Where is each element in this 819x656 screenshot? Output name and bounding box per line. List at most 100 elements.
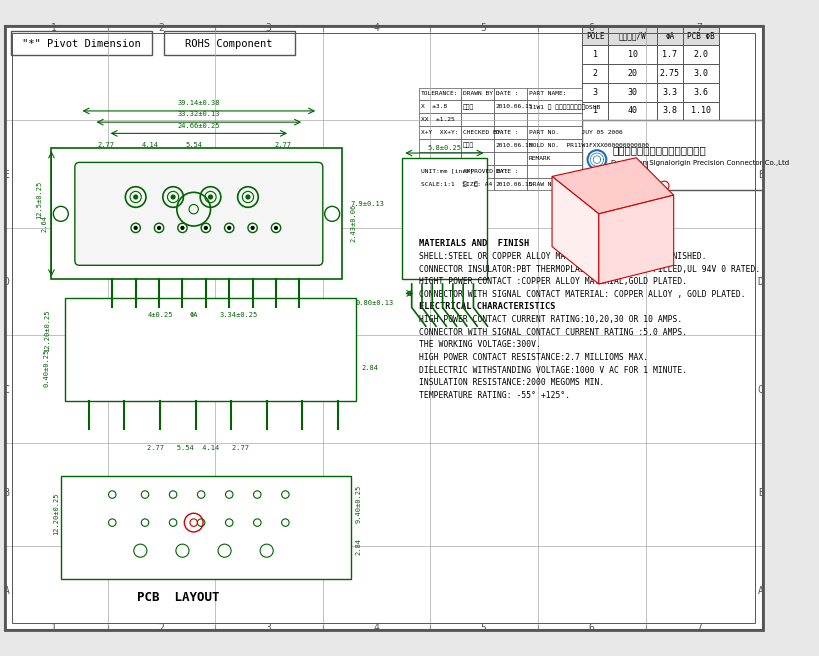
Text: 1: 1: [592, 51, 597, 59]
Text: 2.77: 2.77: [97, 142, 114, 148]
Bar: [61, 476, 351, 579]
Polygon shape: [551, 176, 598, 284]
Bar: [581, 83, 608, 102]
Text: 1: 1: [50, 623, 57, 633]
Text: Dongguan Signalorigin Precision Connector Co.,Ltd: Dongguan Signalorigin Precision Connecto…: [610, 160, 788, 167]
Bar: [656, 102, 682, 120]
Bar: [493, 87, 526, 100]
Text: 3: 3: [265, 23, 271, 33]
Bar: [419, 100, 461, 113]
Text: 3.6: 3.6: [692, 88, 708, 96]
Bar: [526, 165, 581, 178]
Circle shape: [204, 226, 207, 230]
Text: 2010.06.15: 2010.06.15: [495, 104, 532, 110]
Text: 1: 1: [592, 106, 597, 115]
Text: C: C: [757, 385, 762, 395]
Text: 7: 7: [695, 623, 701, 633]
Circle shape: [251, 226, 254, 230]
Bar: [419, 87, 461, 100]
Bar: [461, 126, 493, 139]
Text: E: E: [757, 169, 762, 180]
Text: HIGH POWER CONTACT RESISTANCE:2.7 MILLIOMS MAX.: HIGH POWER CONTACT RESISTANCE:2.7 MILLIO…: [419, 353, 648, 362]
Text: MOLD NO.  PR11W1FXXX000000000000: MOLD NO. PR11W1FXXX000000000000: [528, 143, 648, 148]
Text: 12.20±0.25: 12.20±0.25: [43, 310, 50, 352]
Text: E: E: [3, 169, 10, 180]
Text: DATE :: DATE :: [495, 169, 518, 174]
Bar: [656, 27, 682, 45]
Polygon shape: [598, 195, 673, 284]
FancyBboxPatch shape: [75, 163, 323, 265]
Text: 4: 4: [373, 623, 378, 633]
Text: 12.5±0.25: 12.5±0.25: [36, 180, 43, 219]
Bar: [11, 31, 152, 55]
Text: 20: 20: [627, 69, 636, 78]
Bar: [682, 45, 717, 64]
Bar: [493, 100, 526, 113]
Text: 30: 30: [627, 88, 636, 96]
Text: "*" Pivot Dimension: "*" Pivot Dimension: [22, 39, 141, 49]
Bar: [493, 152, 526, 165]
Bar: [461, 87, 493, 100]
Bar: [581, 64, 608, 83]
Bar: [608, 102, 656, 120]
Text: TEMPERATURE RATING: -55° +125°.: TEMPERATURE RATING: -55° +125°.: [419, 391, 569, 400]
Bar: [656, 83, 682, 102]
Bar: [164, 31, 294, 55]
Bar: [419, 178, 461, 190]
Text: PART NO.      JUY 05 2006: PART NO. JUY 05 2006: [528, 130, 622, 135]
Text: 电流范围/W: 电流范围/W: [618, 31, 645, 41]
Text: 7: 7: [695, 23, 701, 33]
Text: APPROVED BY:: APPROVED BY:: [463, 169, 508, 174]
Text: 7.9±0.13: 7.9±0.13: [351, 201, 384, 207]
Text: CONNECTOR WITH SIGNAL CONTACT CURRENT RATING :5.0 AMPS.: CONNECTOR WITH SIGNAL CONTACT CURRENT RA…: [419, 328, 686, 337]
Circle shape: [228, 226, 230, 230]
Text: 东莞市迅颢原精密连接器有限公司: 东莞市迅颢原精密连接器有限公司: [612, 145, 706, 155]
Bar: [526, 152, 581, 165]
Text: A: A: [757, 586, 762, 596]
Circle shape: [171, 195, 174, 199]
Text: POLE: POLE: [585, 31, 604, 41]
Text: 2.0: 2.0: [692, 51, 708, 59]
Circle shape: [134, 226, 137, 230]
Text: HIGH POWER CONTACT CURRENT RATING:10,20,30 OR 10 AMPS.: HIGH POWER CONTACT CURRENT RATING:10,20,…: [419, 315, 681, 324]
Bar: [526, 178, 581, 190]
Bar: [581, 27, 608, 45]
Bar: [461, 139, 493, 152]
Text: 3.0: 3.0: [692, 69, 708, 78]
Text: 40: 40: [627, 106, 636, 115]
Text: UNIT:mm [inch]: UNIT:mm [inch]: [420, 169, 473, 174]
Bar: [461, 178, 493, 190]
Circle shape: [181, 226, 183, 230]
Text: 2.64: 2.64: [42, 215, 48, 232]
Text: 1.7: 1.7: [662, 51, 676, 59]
Text: 2.43±0.06: 2.43±0.06: [351, 204, 356, 242]
Circle shape: [208, 195, 212, 199]
Text: 杨剑兵: 杨剑兵: [463, 104, 474, 110]
Text: 2.84: 2.84: [355, 537, 360, 554]
Bar: [461, 100, 493, 113]
Bar: [419, 152, 461, 165]
Polygon shape: [551, 157, 673, 214]
Text: 2: 2: [592, 69, 597, 78]
Text: DATE :: DATE :: [495, 130, 518, 135]
Text: 4±0.25: 4±0.25: [148, 312, 174, 318]
Bar: [402, 157, 486, 279]
Bar: [493, 178, 526, 190]
Bar: [526, 113, 581, 126]
Text: 4.14: 4.14: [141, 142, 158, 148]
Bar: [526, 126, 581, 139]
Text: CHECKED BY:: CHECKED BY:: [463, 130, 504, 135]
Text: B: B: [757, 487, 762, 498]
Text: 9.40±0.25: 9.40±0.25: [355, 485, 360, 523]
Text: 0.40±0.25: 0.40±0.25: [43, 349, 50, 387]
Text: PCB  LAYOUT: PCB LAYOUT: [136, 591, 219, 604]
Bar: [461, 165, 493, 178]
Text: ΦA: ΦA: [664, 31, 674, 41]
Text: 3.8: 3.8: [662, 106, 676, 115]
Bar: [419, 165, 461, 178]
Text: 胡  超: 胡 超: [463, 181, 477, 187]
Circle shape: [274, 226, 277, 230]
Text: MATERIALS AND  FINISH: MATERIALS AND FINISH: [419, 239, 529, 248]
Text: 5.54: 5.54: [185, 142, 202, 148]
Text: HIGHT POWER CONTACT :COPPER ALLOY MATERIAL,GOLD PLATED.: HIGHT POWER CONTACT :COPPER ALLOY MATERI…: [419, 277, 686, 286]
